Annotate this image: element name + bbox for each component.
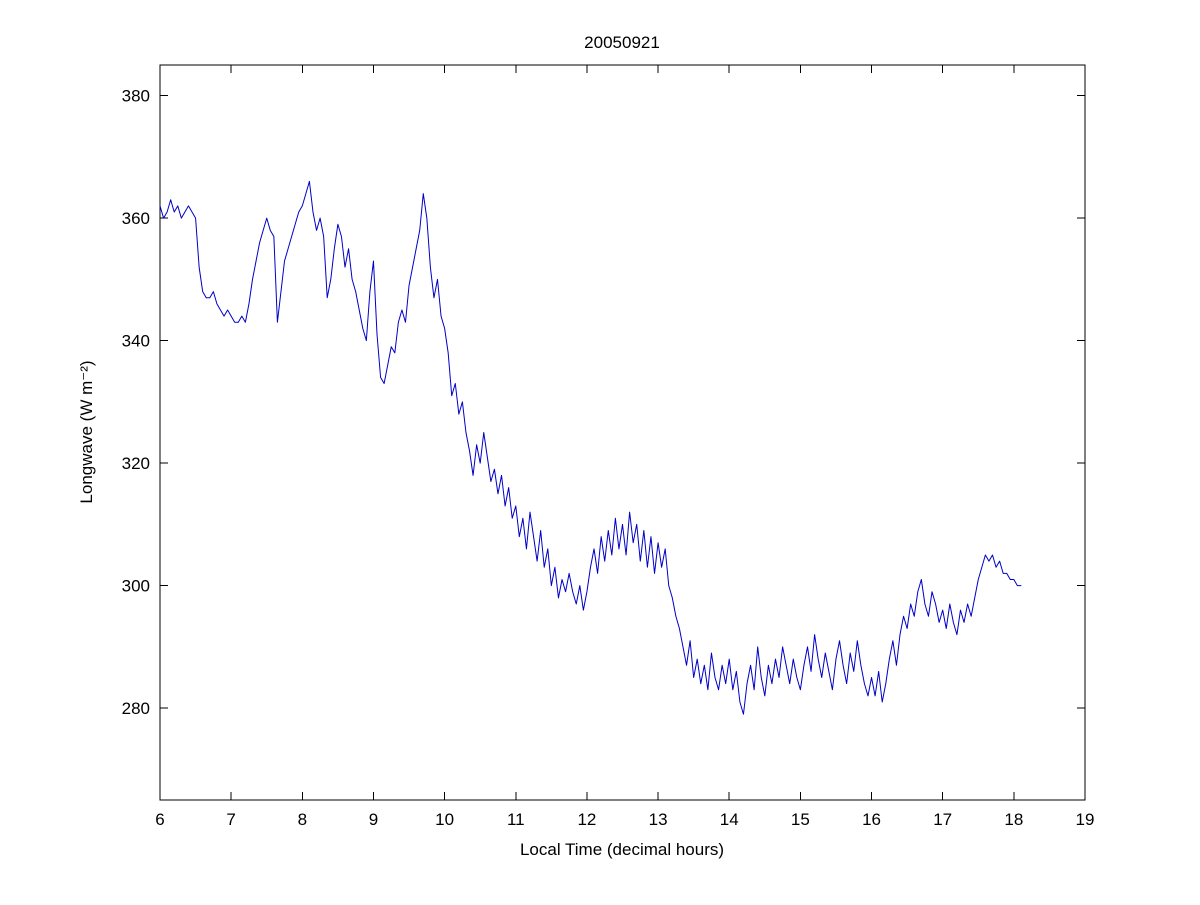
x-tick-label: 12 — [577, 810, 596, 829]
x-tick-label: 6 — [155, 810, 164, 829]
x-tick-label: 10 — [435, 810, 454, 829]
y-axis-ticks — [160, 95, 1085, 709]
plot-box — [159, 64, 1086, 801]
y-tick-label: 380 — [122, 87, 150, 106]
x-axis-tick-labels: 6 7 8 9 10 11 12 13 14 15 16 17 18 19 — [155, 810, 1094, 829]
x-tick-label: 13 — [649, 810, 668, 829]
y-tick-label: 300 — [122, 577, 150, 596]
x-tick-label: 18 — [1004, 810, 1023, 829]
x-tick-label: 14 — [720, 810, 739, 829]
y-tick-label: 280 — [122, 699, 150, 718]
y-axis-tick-labels: 280 300 320 340 360 380 — [122, 87, 150, 719]
x-tick-label: 8 — [298, 810, 307, 829]
x-axis-ticks — [159, 65, 1086, 800]
x-tick-label: 16 — [862, 810, 881, 829]
x-tick-label: 19 — [1076, 810, 1095, 829]
x-tick-label: 15 — [791, 810, 810, 829]
y-axis-label: Longwave (W m⁻²) — [77, 360, 96, 503]
y-tick-label: 360 — [122, 209, 150, 228]
chart-title: 20050921 — [584, 33, 660, 52]
x-tick-label: 7 — [226, 810, 235, 829]
x-tick-label: 17 — [933, 810, 952, 829]
x-axis-label: Local Time (decimal hours) — [520, 840, 724, 859]
x-tick-label: 11 — [507, 810, 525, 829]
y-tick-label: 320 — [122, 454, 150, 473]
x-tick-label: 9 — [369, 810, 378, 829]
longwave-data-line — [159, 180, 1022, 715]
y-tick-label: 340 — [122, 332, 150, 351]
